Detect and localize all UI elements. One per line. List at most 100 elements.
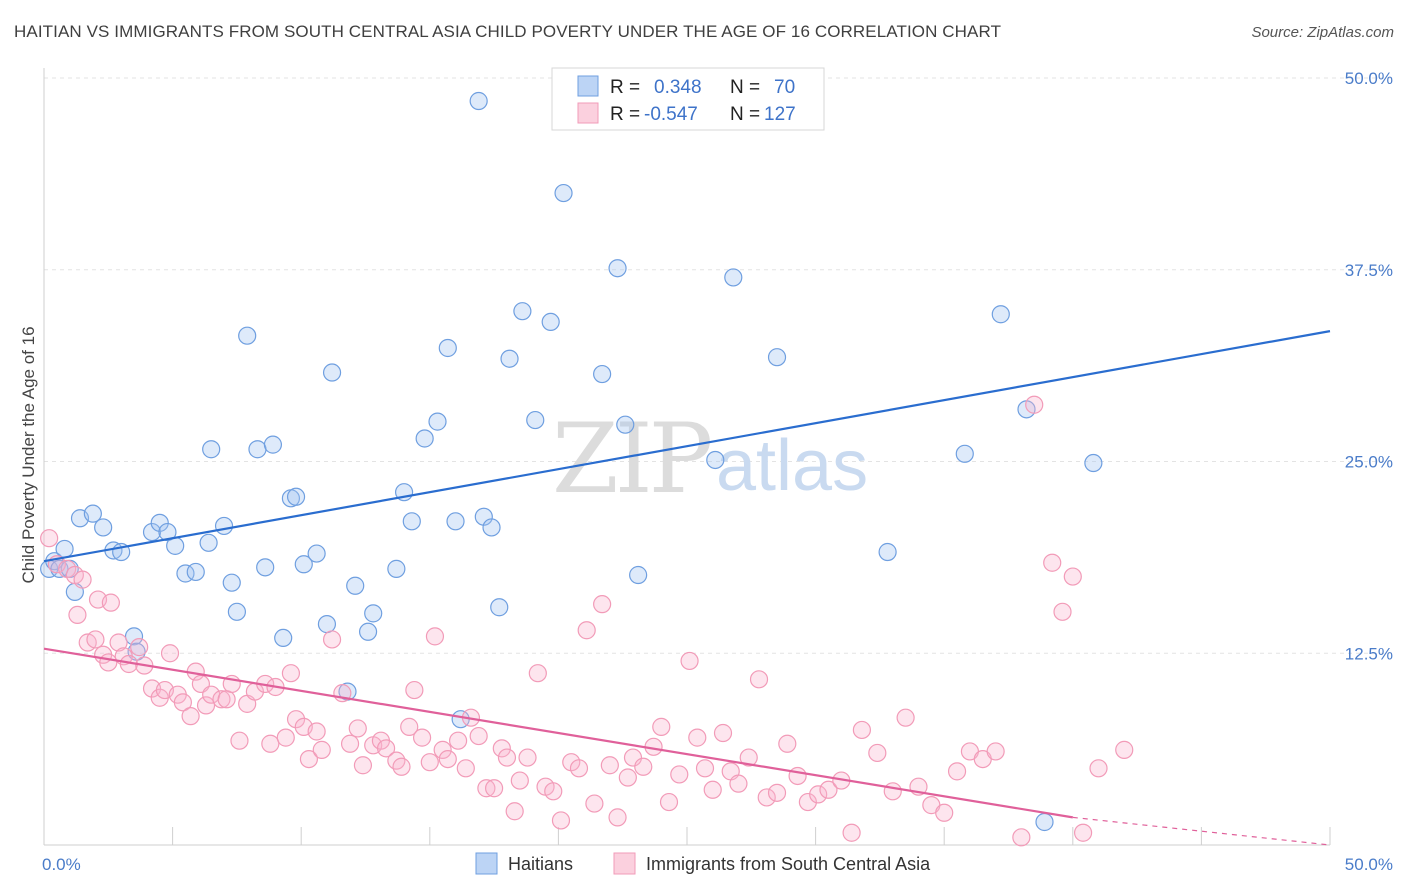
point-haitians: [387, 559, 406, 578]
point-immigrants: [73, 570, 92, 589]
correlation-legend: R = 0.348 N = 70 R = -0.547 N = 127: [551, 67, 825, 131]
point-haitians: [322, 363, 342, 382]
point-haitians: [1084, 453, 1103, 473]
point-immigrants: [438, 749, 457, 769]
point-immigrants: [729, 774, 748, 793]
point-immigrants: [1115, 740, 1134, 759]
point-immigrants: [713, 723, 733, 743]
point-haitians: [124, 627, 144, 646]
y-tick-label: 12.5%: [1345, 644, 1393, 663]
point-immigrants: [307, 722, 326, 741]
point-immigrants: [196, 696, 216, 715]
point-immigrants: [593, 595, 612, 614]
point-haitians: [256, 558, 275, 577]
source-label: Source: ZipAtlas.com: [1251, 24, 1394, 41]
trend-line-immigrants: [43, 647, 1073, 819]
point-haitians: [227, 602, 246, 621]
point-immigrants: [281, 664, 301, 683]
point-immigrants: [433, 740, 452, 759]
point-haitians: [317, 615, 337, 634]
point-immigrants: [376, 739, 396, 758]
point-immigrants: [935, 803, 954, 822]
point-haitians: [955, 444, 974, 463]
point-immigrants: [510, 771, 529, 790]
point-haitians: [438, 338, 457, 358]
point-haitians: [541, 312, 560, 332]
point-haitians: [238, 326, 257, 345]
point-immigrants: [798, 792, 817, 812]
point-haitians: [294, 555, 313, 574]
point-immigrants: [634, 757, 653, 776]
watermark: ZIP atlas: [552, 403, 868, 515]
point-immigrants: [181, 707, 200, 726]
point-haitians: [482, 518, 501, 537]
point-immigrants: [68, 605, 87, 625]
legend-r-label-immigrants: R =: [610, 104, 640, 125]
point-immigrants: [412, 728, 432, 747]
point-haitians: [469, 91, 488, 111]
point-haitians: [94, 518, 113, 537]
point-haitians: [248, 440, 267, 459]
point-haitians: [274, 628, 293, 648]
point-immigrants: [623, 748, 643, 767]
point-haitians: [593, 364, 612, 384]
point-immigrants: [400, 717, 419, 736]
point-immigrants: [217, 690, 236, 709]
point-haitians: [55, 539, 74, 559]
legend-n-value-immigrants: 127: [764, 104, 796, 125]
legend-swatch-immigrants: [577, 102, 599, 124]
point-immigrants: [659, 792, 679, 812]
point-haitians: [202, 440, 221, 459]
point-immigrants: [485, 779, 504, 798]
point-immigrants: [778, 734, 797, 753]
point-haitians: [142, 522, 162, 542]
point-immigrants: [852, 720, 871, 740]
point-haitians: [446, 512, 465, 531]
point-immigrants: [312, 740, 331, 759]
point-haitians: [629, 565, 648, 585]
point-haitians: [500, 349, 519, 368]
point-haitians: [222, 573, 241, 592]
point-immigrants: [1012, 828, 1031, 847]
point-immigrants: [569, 759, 589, 778]
point-immigrants: [469, 726, 488, 746]
point-immigrants: [1089, 759, 1108, 778]
point-immigrants: [883, 782, 902, 801]
point-immigrants: [286, 710, 306, 729]
point-haitians: [706, 450, 725, 470]
point-haitians: [263, 435, 283, 454]
y-tick-label: 25.0%: [1345, 453, 1393, 472]
legend-n-label-immigrants: N =: [730, 104, 760, 125]
point-haitians: [991, 305, 1010, 324]
point-immigrants: [528, 664, 547, 683]
legend-r-value-haitians: 0.348: [654, 77, 702, 98]
point-immigrants: [230, 731, 249, 750]
point-haitians: [526, 410, 545, 430]
point-immigrants: [40, 529, 59, 548]
point-immigrants: [518, 748, 537, 767]
point-immigrants: [544, 782, 563, 801]
point-immigrants: [608, 808, 627, 827]
x-tick-label: 50.0%: [1345, 855, 1393, 874]
point-immigrants: [767, 783, 787, 802]
axes: [43, 68, 1331, 846]
point-haitians: [83, 504, 102, 523]
point-immigrants: [1043, 553, 1062, 572]
trend-line-haitians: [43, 330, 1331, 563]
point-immigrants: [585, 794, 604, 813]
legend-swatch-haitians: [577, 75, 599, 97]
point-immigrants: [947, 762, 967, 781]
series-legend-swatch-haitians: [475, 852, 498, 875]
point-immigrants: [477, 779, 496, 798]
watermark-atlas: atlas: [716, 426, 868, 506]
point-immigrants: [353, 756, 373, 775]
point-immigrants: [1063, 567, 1082, 586]
point-immigrants: [1053, 602, 1072, 621]
point-haitians: [1035, 812, 1054, 832]
point-haitians: [150, 513, 169, 532]
point-immigrants: [986, 742, 1005, 761]
point-immigrants: [703, 780, 722, 799]
point-immigrants: [1073, 823, 1093, 842]
point-immigrants: [340, 734, 360, 753]
point-haitians: [415, 429, 434, 448]
